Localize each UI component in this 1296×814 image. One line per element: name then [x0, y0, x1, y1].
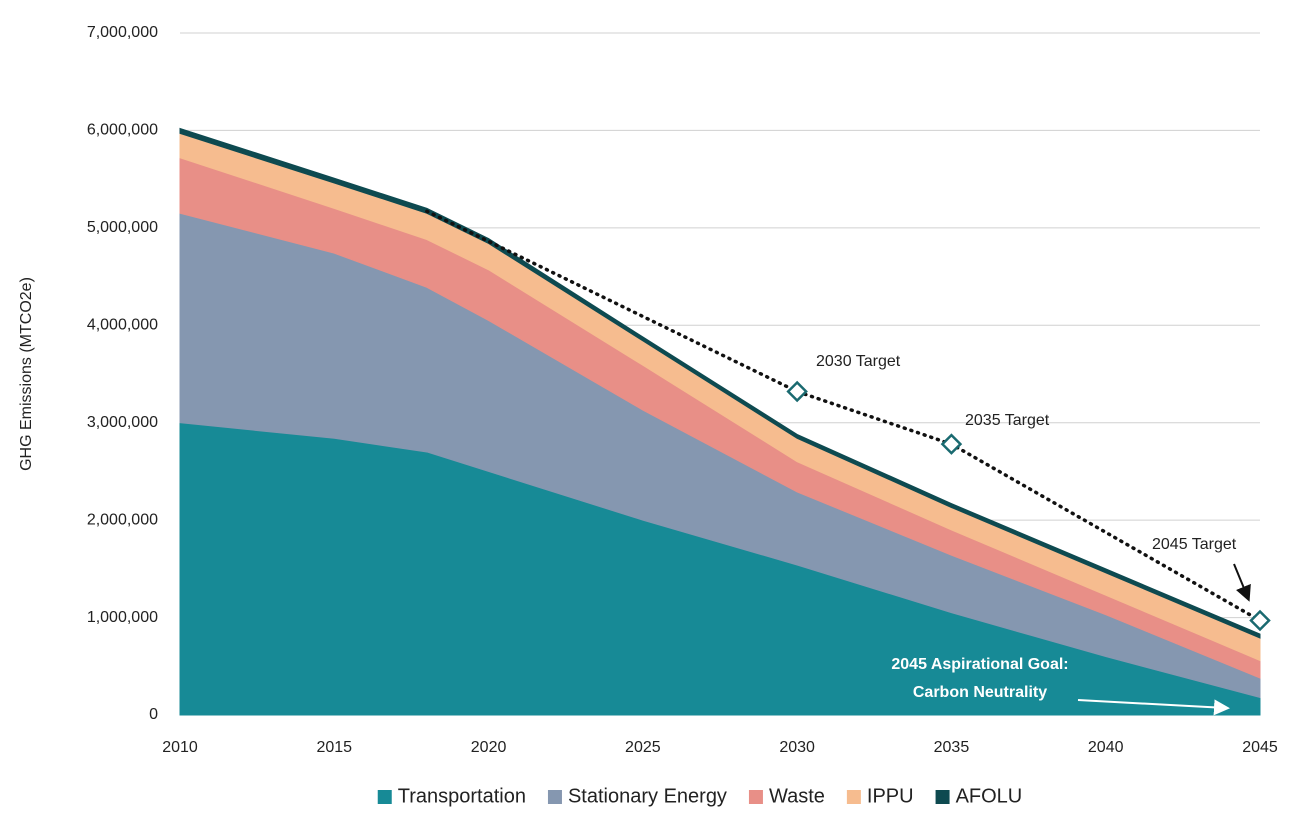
legend-swatch [377, 790, 392, 804]
annotation: 2035 Target [965, 412, 1050, 429]
legend-swatch [846, 790, 861, 804]
y-tick-label: 4,000,000 [87, 317, 158, 334]
y-tick-label: 2,000,000 [87, 511, 158, 528]
annotation-arrow [1077, 699, 1230, 716]
y-axis-label: GHG Emissions (MTCO2e) [18, 277, 35, 471]
target-marker [786, 380, 808, 403]
target-marker [940, 433, 963, 455]
legend-swatch [935, 790, 950, 804]
x-tick-label: 2030 [779, 739, 815, 756]
x-tick-label: 2015 [316, 739, 352, 756]
annotation-arrow [1233, 563, 1251, 602]
annotation: 2030 Target [816, 353, 901, 370]
x-tick-label: 2035 [934, 739, 970, 756]
x-tick-label: 2010 [162, 739, 198, 756]
legend-label: Waste [769, 785, 825, 807]
legend-label: AFOLU [956, 785, 1023, 807]
target-marker [1249, 609, 1271, 632]
y-tick-label: 1,000,000 [87, 609, 158, 626]
x-tick-label: 2045 [1242, 739, 1278, 756]
legend-swatch [547, 790, 562, 804]
y-tick-label: 6,000,000 [87, 122, 158, 139]
annotation: Carbon Neutrality [913, 684, 1047, 701]
x-tick-label: 2020 [471, 739, 507, 756]
annotation: 2045 Aspirational Goal: [891, 656, 1068, 673]
y-tick-label: 3,000,000 [87, 414, 158, 431]
legend-label: Stationary Energy [568, 785, 727, 807]
area [179, 127, 1261, 639]
y-tick-label: 7,000,000 [87, 24, 158, 41]
annotation: 2045 Target [1152, 536, 1237, 553]
legend: Transportation Stationary Energy Waste IPPU… [377, 785, 1023, 807]
x-tick-label: 2025 [625, 739, 661, 756]
legend-swatch [748, 790, 763, 804]
y-tick-label: 0 [149, 706, 158, 723]
x-tick-label: 2040 [1088, 739, 1124, 756]
legend-label: Transportation [398, 785, 526, 807]
legend-label: IPPU [867, 785, 914, 807]
y-tick-label: 5,000,000 [87, 219, 158, 236]
